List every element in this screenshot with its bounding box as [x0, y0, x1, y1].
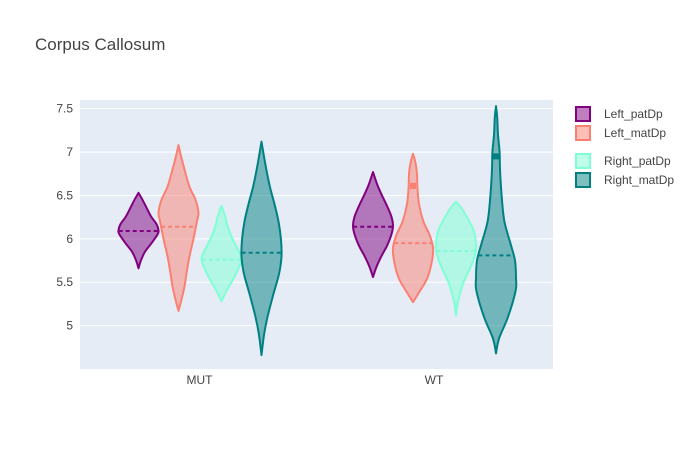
y-tick-label: 5 [66, 319, 73, 333]
violins [117, 105, 518, 357]
y-tick-label: 5.5 [56, 275, 73, 289]
violin-left-patdp-wt[interactable] [351, 171, 395, 279]
legend-swatch-right-matdp[interactable] [575, 172, 591, 188]
chart-title: Corpus Callosum [35, 35, 165, 54]
mean-marker [410, 182, 416, 189]
legend-label-right-matdp[interactable]: Right_matDp [604, 173, 674, 187]
legend-swatch-left-patdp[interactable] [575, 106, 591, 122]
x-tick-label-wt: WT [425, 373, 444, 387]
violin-right-matdp-mut[interactable] [240, 140, 283, 357]
legend-label-left-matdp[interactable]: Left_matDp [604, 126, 666, 140]
y-tick-label: 7.5 [56, 102, 73, 116]
legend[interactable]: Left_patDp Left_matDp Right_patDp Right_mat… [575, 106, 674, 188]
y-tick-label: 6 [66, 232, 73, 246]
violin-left-matdp-mut[interactable] [157, 144, 200, 312]
legend-swatch-left-matdp[interactable] [575, 125, 591, 141]
legend-label-left-patdp[interactable]: Left_patDp [604, 107, 663, 121]
mean-marker [493, 153, 499, 160]
x-tick-label-mut: MUT [187, 373, 214, 387]
violin-left-patdp-mut[interactable] [117, 191, 160, 270]
violin-right-patdp-wt[interactable] [434, 200, 478, 317]
y-axis: 5 5.5 6 6.5 7 7.5 [56, 102, 73, 333]
y-tick-label: 7 [66, 145, 73, 159]
legend-swatch-right-patdp[interactable] [575, 153, 591, 169]
violin-right-patdp-mut[interactable] [200, 204, 243, 303]
violin-right-matdp-wt[interactable] [474, 105, 518, 355]
violin-left-matdp-wt[interactable] [391, 152, 435, 304]
x-axis: MUT WT [187, 373, 444, 387]
y-tick-label: 6.5 [56, 188, 73, 202]
legend-label-right-patdp[interactable]: Right_patDp [604, 154, 671, 168]
